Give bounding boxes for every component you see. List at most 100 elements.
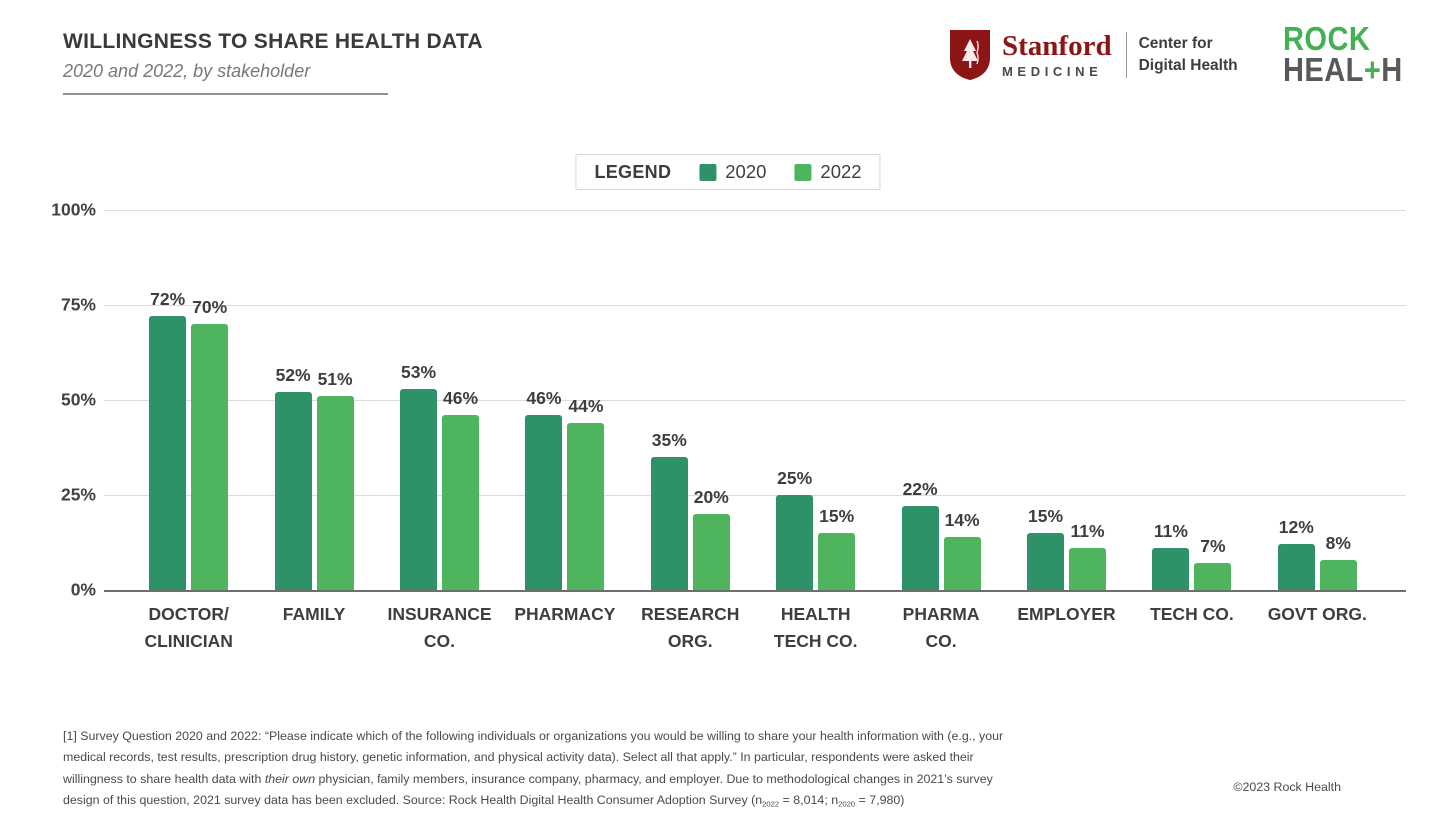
y-tick-label: 0% xyxy=(70,579,96,600)
bar-2022 xyxy=(943,536,981,590)
bar-value-label: 72% xyxy=(150,289,186,310)
category-label-line: TECH CO. xyxy=(1150,604,1234,624)
bar-2020 xyxy=(149,316,187,590)
bar-value-label: 12% xyxy=(1278,517,1314,538)
category-label: RESEARCH ORG. xyxy=(622,601,759,655)
bar-2022 xyxy=(567,422,605,590)
category-label-line: HEALTH xyxy=(780,604,851,624)
bar-value-label: 44% xyxy=(568,395,604,416)
category-label-line: INSURANCE xyxy=(387,604,492,624)
y-tick-label: 75% xyxy=(60,294,96,315)
category-label-line: CO. xyxy=(423,631,456,651)
bar-value-label: 35% xyxy=(651,430,687,450)
bar-2020 xyxy=(525,415,563,590)
category-label-line: ORG. xyxy=(667,631,713,651)
category-label: HEALTH TECH CO. xyxy=(747,601,884,655)
bar-2020 xyxy=(1152,548,1190,590)
center-digital-health-text: Center for Digital Health xyxy=(1139,33,1238,78)
y-tick-label: 100% xyxy=(51,199,96,220)
legend-label-2020: 2020 xyxy=(725,161,767,182)
rock-text: ROCK xyxy=(1283,20,1371,57)
digital-health-line: Digital Health xyxy=(1138,57,1238,74)
category-label-line: FAMILY xyxy=(282,604,346,624)
gridline-25 xyxy=(104,495,1406,496)
bar-value-label: 25% xyxy=(777,468,813,488)
bar-2020 xyxy=(1027,533,1064,590)
legend-swatch-2020 xyxy=(699,163,717,181)
bar-2022 xyxy=(692,514,730,590)
stanford-wordmark: Stanford MEDICINE xyxy=(1002,29,1112,79)
gridline-0 xyxy=(104,590,1406,592)
y-tick-label: 25% xyxy=(60,484,96,505)
category-label: INSURANCE CO. xyxy=(371,601,508,655)
footnote-segment: = 8,014; n xyxy=(779,792,839,807)
bar-value-label: 53% xyxy=(400,361,437,382)
bar-value-label: 52% xyxy=(275,365,311,386)
category-label-line: RESEARCH xyxy=(641,604,740,624)
bar-2020 xyxy=(901,506,939,590)
bar-value-label: 70% xyxy=(192,297,228,317)
legend-label-2022: 2022 xyxy=(820,161,862,182)
rock-health-logo: ROCK HEAL+H xyxy=(1283,20,1403,86)
category-label: DOCTOR/CLINICIAN xyxy=(120,601,257,655)
category-label-line: DOCTOR/ xyxy=(148,604,229,624)
bar-value-label: 22% xyxy=(902,479,938,500)
legend: LEGEND 2020 2022 xyxy=(575,154,881,190)
category-label: PHARMACY xyxy=(496,601,633,628)
stanford-medicine-text: MEDICINE xyxy=(1002,63,1103,79)
category-label: FAMILY xyxy=(245,601,382,628)
bar-2022 xyxy=(316,396,354,590)
category-label-line: CLINICIAN xyxy=(144,631,233,651)
bar-value-label: 11% xyxy=(1070,521,1105,542)
bar-2020 xyxy=(1277,544,1315,590)
bar-value-label: 20% xyxy=(693,487,729,507)
legend-item-2020: 2020 xyxy=(699,161,766,183)
stanford-shield-icon xyxy=(950,30,990,80)
bar-2022 xyxy=(1194,563,1232,590)
bar-value-label: 14% xyxy=(944,509,980,530)
bar-2020 xyxy=(274,392,312,590)
bar-value-label: 15% xyxy=(1027,506,1064,526)
bar-value-label: 7% xyxy=(1200,536,1226,557)
footnote: [1] Survey Question 2020 and 2022: “Plea… xyxy=(63,726,1031,811)
footnote-segment: 2020 xyxy=(838,799,856,809)
category-label-line: CO. xyxy=(925,631,957,651)
heal-text: HEAL xyxy=(1283,50,1364,88)
title-block: WILLINGNESS TO SHARE HEALTH DATA 2020 an… xyxy=(63,30,483,95)
category-label-line: PHARMACY xyxy=(514,604,616,624)
footnote-segment: 2022 xyxy=(762,799,780,809)
legend-swatch-2022 xyxy=(794,163,812,181)
bar-2020 xyxy=(400,388,437,590)
bar-2022 xyxy=(191,324,229,590)
footnote-segment: = 7,980) xyxy=(855,792,905,807)
gridline-75 xyxy=(104,305,1406,306)
footnote-segment: their own xyxy=(264,771,316,786)
bar-value-label: 46% xyxy=(442,388,479,409)
bar-value-label: 51% xyxy=(317,369,353,390)
category-label: EMPLOYER xyxy=(998,601,1135,628)
category-label-line: EMPLOYER xyxy=(1017,604,1116,624)
center-for-line: Center for xyxy=(1138,34,1213,52)
bar-value-label: 8% xyxy=(1325,532,1351,553)
health-text: HEAL+H xyxy=(1283,53,1403,86)
page-subtitle: 2020 and 2022, by stakeholder xyxy=(63,61,311,81)
stanford-name-text: Stanford xyxy=(1002,29,1112,62)
page-title: WILLINGNESS TO SHARE HEALTH DATA xyxy=(63,30,483,53)
category-label-line: GOVT ORG. xyxy=(1267,604,1367,624)
legend-title: LEGEND xyxy=(594,161,672,182)
bar-2022 xyxy=(1069,548,1106,590)
footnote-segment: physician, family members, insurance com… xyxy=(63,771,993,807)
bar-2022 xyxy=(1319,559,1357,590)
gridline-100 xyxy=(104,210,1406,211)
h-text: H xyxy=(1381,50,1403,88)
category-label: GOVT ORG. xyxy=(1249,601,1386,628)
plus-glyph: + xyxy=(1363,50,1382,88)
category-label-line: PHARMA xyxy=(902,604,980,624)
bar-2020 xyxy=(650,457,688,590)
bar-value-label: 46% xyxy=(526,388,562,409)
footnote-segment: [1] Survey Question 2020 and 2022: “Plea… xyxy=(63,729,1004,786)
copyright: ©2023 Rock Health xyxy=(1233,780,1341,794)
bar-2022 xyxy=(442,415,479,590)
